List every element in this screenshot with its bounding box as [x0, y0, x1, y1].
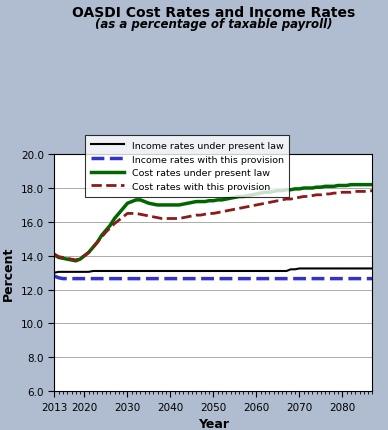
- Legend: Income rates under present law, Income rates with this provision, Cost rates und: Income rates under present law, Income r…: [85, 135, 289, 197]
- X-axis label: Year: Year: [198, 417, 229, 430]
- Text: OASDI Cost Rates and Income Rates: OASDI Cost Rates and Income Rates: [72, 6, 355, 20]
- Y-axis label: Percent: Percent: [2, 246, 15, 300]
- Text: (as a percentage of taxable payroll): (as a percentage of taxable payroll): [95, 18, 332, 31]
